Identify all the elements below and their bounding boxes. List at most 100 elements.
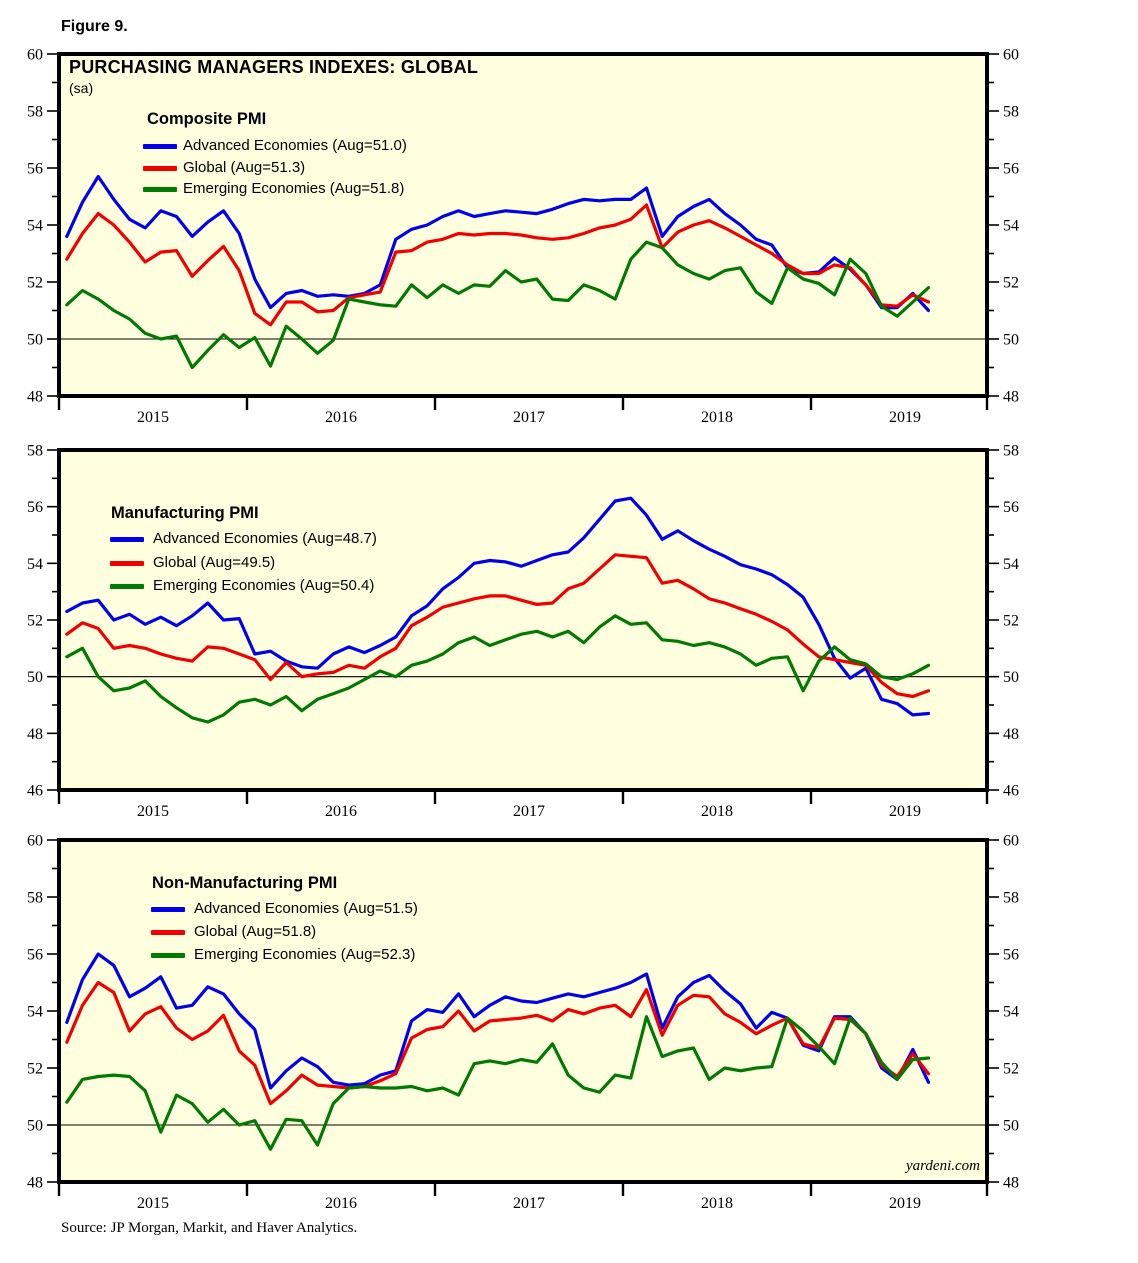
y-tick-label-left: 54 — [27, 218, 43, 235]
y-axis-ticks — [47, 839, 999, 1183]
y-tick-label-left: 52 — [27, 275, 43, 292]
y-tick-label-left: 50 — [27, 1118, 43, 1135]
composite-pmi-global-line — [65, 203, 931, 327]
y-tick-label-right: 60 — [1003, 47, 1019, 64]
legend-line-swatch — [110, 584, 144, 589]
watermark: yardeni.com — [905, 1158, 980, 1174]
y-tick-label-right: 52 — [1003, 275, 1019, 292]
legend-label: Emerging Economies (Aug=52.3) — [194, 946, 416, 963]
x-tick-label-year: 2019 — [889, 803, 921, 820]
plot-border — [57, 52, 989, 398]
y-tick-label-right: 58 — [1003, 104, 1019, 121]
x-tick-label-year: 2018 — [701, 803, 733, 820]
y-tick-label-right: 48 — [1003, 1175, 1019, 1192]
y-axis-ticks — [47, 53, 999, 397]
legend-line-swatch — [110, 537, 144, 542]
y-tick-label-left: 54 — [27, 556, 43, 573]
plot-border — [57, 448, 989, 792]
y-tick-label-right: 50 — [1003, 1118, 1019, 1135]
x-tick-label-year: 2015 — [137, 1195, 169, 1212]
x-tick-label-year: 2015 — [137, 803, 169, 820]
y-tick-label-right: 58 — [1003, 890, 1019, 907]
source-note: Source: JP Morgan, Markit, and Haver Ana… — [61, 1220, 358, 1236]
y-tick-label-right: 54 — [1003, 556, 1019, 573]
y-tick-label-left: 56 — [27, 947, 43, 964]
non-manufacturing-pmi-advanced-economies-line — [65, 952, 931, 1090]
y-tick-label-left: 48 — [27, 389, 43, 406]
y-tick-label-right: 50 — [1003, 669, 1019, 686]
non-manufacturing-pmi-emerging-economies-line — [65, 1015, 931, 1151]
plot-area — [59, 54, 987, 396]
y-tick-label-right: 48 — [1003, 389, 1019, 406]
y-tick-label-left: 50 — [27, 332, 43, 349]
legend-label: Global (Aug=49.5) — [153, 553, 276, 571]
legend-label: Advanced Economies (Aug=48.7) — [153, 530, 377, 547]
x-axis-ticks — [57, 1184, 989, 1196]
x-tick-label-year: 2016 — [325, 409, 357, 426]
x-tick-label-year: 2017 — [513, 409, 545, 426]
legend-line-swatch — [143, 165, 177, 171]
legend-line-swatch — [143, 187, 177, 192]
y-tick-label-left: 52 — [27, 613, 43, 630]
y-tick-label-left: 58 — [27, 890, 43, 907]
y-tick-label-left: 58 — [27, 104, 43, 121]
non-manufacturing-pmi-global-line — [65, 980, 931, 1106]
y-tick-label-left: 60 — [27, 833, 43, 850]
x-tick-label-year: 2017 — [513, 803, 545, 820]
x-tick-label-year: 2017 — [513, 1195, 545, 1212]
legend-label: Advanced Economies (Aug=51.5) — [194, 900, 418, 917]
legend-line-swatch — [110, 560, 144, 566]
y-tick-label-right: 50 — [1003, 332, 1019, 349]
panel-title-manufacturing: Manufacturing PMI — [111, 504, 259, 522]
y-tick-label-left: 56 — [27, 161, 43, 178]
x-tick-label-year: 2016 — [325, 803, 357, 820]
y-axis-ticks — [47, 449, 999, 791]
y-tick-label-left: 56 — [27, 499, 43, 516]
chart-main-title: PURCHASING MANAGERS INDEXES: GLOBAL — [69, 57, 479, 77]
panel-non-manufacturing-pmi: 48 48 50 50 52 52 54 54 56 56 58 58 60 60 2015 2016 2017… — [27, 833, 1019, 1213]
legend-line-swatch — [151, 953, 185, 958]
y-tick-label-right: 48 — [1003, 726, 1019, 743]
manufacturing-pmi-global-line — [65, 553, 931, 699]
y-tick-label-left: 52 — [27, 1061, 43, 1078]
x-tick-label-year: 2019 — [889, 409, 921, 426]
y-tick-label-right: 56 — [1003, 161, 1019, 178]
y-tick-label-left: 46 — [27, 783, 43, 800]
manufacturing-pmi-emerging-economies-line — [65, 614, 931, 724]
legend-line-swatch — [151, 930, 185, 935]
y-tick-label-right: 46 — [1003, 783, 1019, 800]
x-tick-label-year: 2018 — [701, 409, 733, 426]
x-tick-label-year: 2018 — [701, 1195, 733, 1212]
y-tick-label-right: 56 — [1003, 499, 1019, 516]
y-axis-labels: 48 48 50 50 52 52 54 54 56 56 58 58 60 60 — [27, 833, 1019, 1192]
y-tick-label-right: 56 — [1003, 947, 1019, 964]
panel-title-non-manufacturing: Non-Manufacturing PMI — [152, 874, 338, 892]
legend-label: Emerging Economies (Aug=51.8) — [183, 180, 405, 197]
y-tick-label-left: 48 — [27, 1175, 43, 1192]
x-tick-label-year: 2019 — [889, 1195, 921, 1212]
y-tick-label-right: 54 — [1003, 218, 1019, 235]
chart-subtitle: (sa) — [69, 80, 94, 96]
panel-manufacturing-pmi: 46 46 48 48 50 50 52 52 54 54 56 56 58 58 2015 2016 2017… — [27, 443, 1019, 821]
manufacturing-pmi-advanced-economies-line — [65, 496, 931, 717]
y-tick-label-right: 52 — [1003, 1061, 1019, 1078]
legend-line-swatch — [143, 144, 177, 149]
legend-label: Global (Aug=51.3) — [183, 158, 306, 176]
y-tick-label-right: 52 — [1003, 613, 1019, 630]
y-tick-label-right: 58 — [1003, 443, 1019, 460]
x-axis-ticks — [57, 792, 989, 804]
y-tick-label-right: 60 — [1003, 833, 1019, 850]
y-tick-label-left: 50 — [27, 669, 43, 686]
y-axis-labels: 46 46 48 48 50 50 52 52 54 54 56 56 58 58 — [27, 443, 1019, 800]
y-tick-label-left: 48 — [27, 726, 43, 743]
x-tick-label-year: 2016 — [325, 1195, 357, 1212]
legend-label: Global (Aug=51.8) — [194, 923, 317, 940]
legend-line-swatch — [151, 907, 185, 912]
x-axis-ticks — [57, 398, 989, 410]
y-tick-label-left: 60 — [27, 47, 43, 64]
x-tick-label-year: 2015 — [137, 409, 169, 426]
figure-label: Figure 9. — [61, 18, 128, 35]
legend-label: Emerging Economies (Aug=50.4) — [153, 577, 375, 594]
